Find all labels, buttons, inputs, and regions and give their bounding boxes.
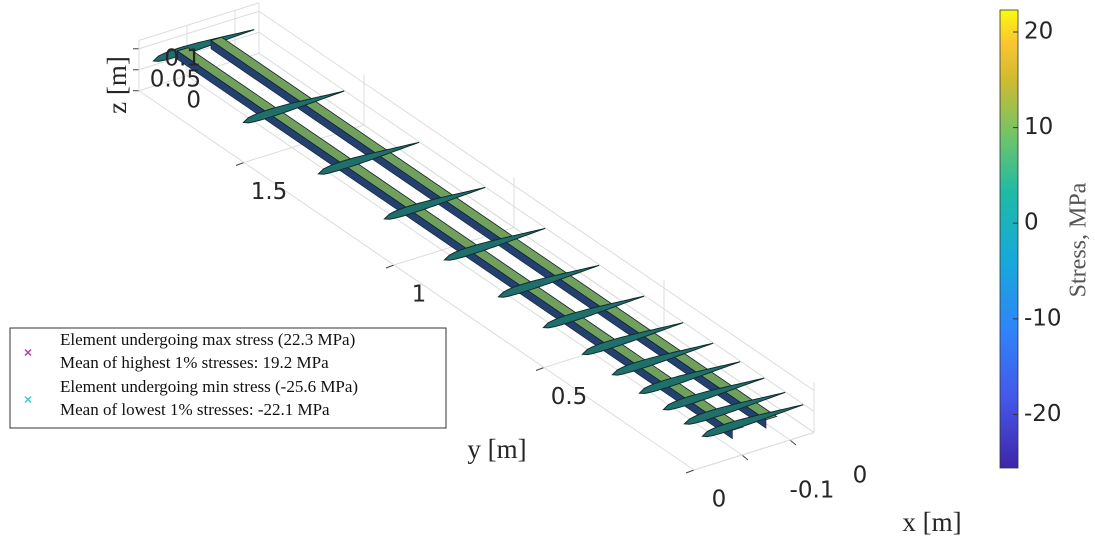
z-tick-label: 0 xyxy=(186,87,201,113)
x-axis-label: x [m] xyxy=(902,507,961,537)
legend-label: Element undergoing max stress (22.3 MPa) xyxy=(60,330,355,349)
marker-stroke xyxy=(24,348,32,357)
rib xyxy=(317,141,420,175)
colorbar-tick-label: 20 xyxy=(1024,18,1053,44)
y-tick-label: 1 xyxy=(412,282,427,308)
rib xyxy=(638,361,741,395)
rib xyxy=(497,264,600,298)
y-tick-label: 0.5 xyxy=(551,384,588,410)
legend-label: Mean of lowest 1% stresses: -22.1 MPa xyxy=(60,400,330,419)
colorbar-tick-label: 0 xyxy=(1024,210,1039,236)
x-tick-label: 0 xyxy=(853,463,868,489)
grid-line xyxy=(258,31,815,412)
y-axis-label: y [m] xyxy=(467,434,526,464)
box-edge xyxy=(138,2,260,41)
wing xyxy=(152,29,804,440)
legend-box xyxy=(9,327,447,429)
y-tick-label: 0 xyxy=(712,487,727,513)
rib xyxy=(383,186,486,220)
rib xyxy=(611,342,714,376)
y-tick-label: 1.5 xyxy=(251,179,288,205)
z-tick-label: 0.1 xyxy=(164,45,201,71)
y-tick xyxy=(235,162,245,166)
y-tick xyxy=(385,264,395,269)
legend-marker xyxy=(24,395,32,404)
x-tick xyxy=(741,454,749,461)
spar xyxy=(176,47,744,431)
z-tick-label: 0.05 xyxy=(150,66,201,92)
rib xyxy=(683,391,786,425)
box-edge xyxy=(258,52,815,433)
x-tick xyxy=(789,439,797,446)
marker-stroke xyxy=(24,395,32,404)
legend-label: Element undergoing min stress (-25.6 MPa… xyxy=(60,377,358,396)
box-edge xyxy=(693,432,815,471)
colorbar-tick-label: -10 xyxy=(1024,305,1062,331)
grid-line xyxy=(138,31,260,71)
legend-marker xyxy=(24,348,32,357)
rib xyxy=(242,90,345,124)
y-tick xyxy=(685,469,695,474)
grid xyxy=(133,2,815,474)
spar xyxy=(210,36,778,421)
rib xyxy=(443,227,546,261)
rib xyxy=(542,295,645,329)
colorbar-tick-label: -20 xyxy=(1024,401,1062,427)
grid-line xyxy=(138,10,260,50)
rib xyxy=(701,404,804,438)
rib xyxy=(662,377,765,411)
colorbar-label: Stress, MPa xyxy=(1066,182,1092,297)
rib xyxy=(581,322,684,356)
box-edge xyxy=(138,90,695,471)
y-tick xyxy=(535,367,545,371)
z-axis-label: z [m] xyxy=(102,56,132,114)
colorbar-tick-label: 10 xyxy=(1024,114,1053,140)
legend-label: Mean of highest 1% stresses: 19.2 MPa xyxy=(60,353,329,372)
colorbar xyxy=(999,9,1019,469)
grid-line xyxy=(258,10,815,391)
x-tick-label: -0.1 xyxy=(790,478,835,504)
